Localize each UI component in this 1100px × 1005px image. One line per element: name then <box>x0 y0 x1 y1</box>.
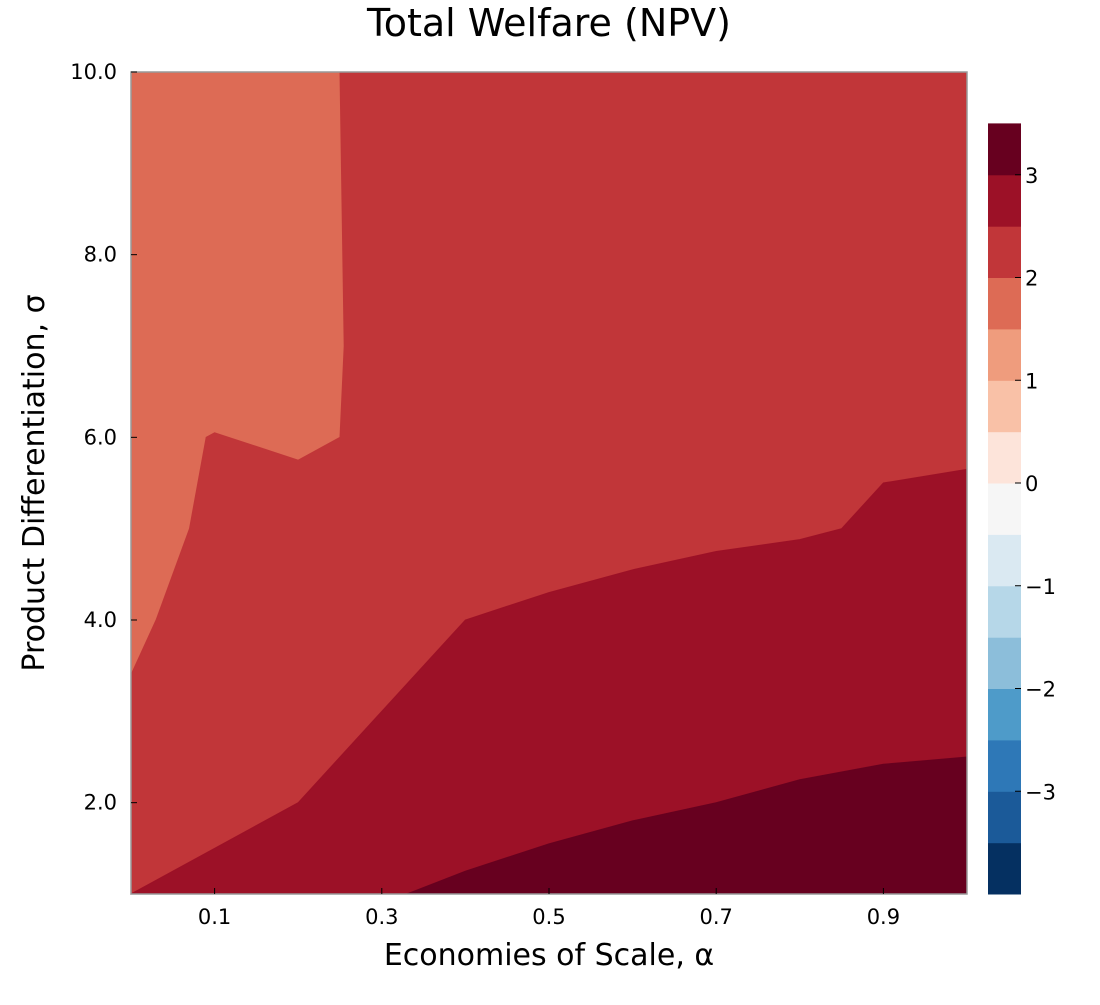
colorbar-swatch-15 <box>988 123 1021 176</box>
x-tick-label-1: 0.1 <box>198 905 231 929</box>
x-tick-label-5: 0.9 <box>867 905 900 929</box>
x-tick-label-3: 0.5 <box>532 905 565 929</box>
colorbar-swatch-14 <box>988 174 1021 227</box>
y-tick-label-3: 6.0 <box>84 425 117 449</box>
colorbar-tick-label-2: 2 <box>1025 267 1038 291</box>
x-axis-label: Economies of Scale, α <box>384 938 714 973</box>
y-axis-label: Product Differentiation, σ <box>17 294 52 671</box>
y-tick-label-4: 8.0 <box>84 243 117 267</box>
y-tick-label-5: 10.0 <box>70 60 117 84</box>
colorbar-swatch-11 <box>988 328 1021 381</box>
colorbar-swatch-2 <box>988 791 1021 844</box>
colorbar-swatch-13 <box>988 226 1021 278</box>
colorbar-tick-label-6: −2 <box>1025 678 1056 702</box>
colorbar-swatch-12 <box>988 277 1021 330</box>
colorbar-swatch-8 <box>988 483 1021 535</box>
colorbar-tick-label-5: −1 <box>1025 575 1056 599</box>
plot-area <box>130 71 968 895</box>
x-axis-ticks: 0.1 0.3 0.5 0.7 0.9 <box>198 888 900 929</box>
colorbar-swatch-5 <box>988 637 1021 689</box>
y-tick-label-1: 2.0 <box>84 791 117 815</box>
colorbar-tick-label-1: 3 <box>1025 164 1038 188</box>
colorbar-tick-label-3: 1 <box>1025 369 1038 393</box>
chart-title: Total Welfare (NPV) <box>366 1 731 45</box>
colorbar-tick-label-7: −3 <box>1025 780 1056 804</box>
colorbar-swatch-7 <box>988 534 1021 587</box>
y-tick-label-2: 4.0 <box>84 608 117 632</box>
x-tick-label-4: 0.7 <box>699 905 732 929</box>
colorbar-tick-label-4: 0 <box>1025 472 1038 496</box>
colorbar-swatch-6 <box>988 585 1021 638</box>
colorbar: 3 2 1 0 −1 −2 −3 <box>988 123 1056 895</box>
x-tick-label-2: 0.3 <box>365 905 398 929</box>
colorbar-swatch-3 <box>988 739 1021 792</box>
colorbar-swatch-9 <box>988 431 1021 484</box>
colorbar-swatch-1 <box>988 842 1021 895</box>
y-axis-ticks: 2.0 4.0 6.0 8.0 10.0 <box>70 60 137 815</box>
colorbar-swatch-4 <box>988 688 1021 741</box>
colorbar-swatch-10 <box>988 380 1021 433</box>
